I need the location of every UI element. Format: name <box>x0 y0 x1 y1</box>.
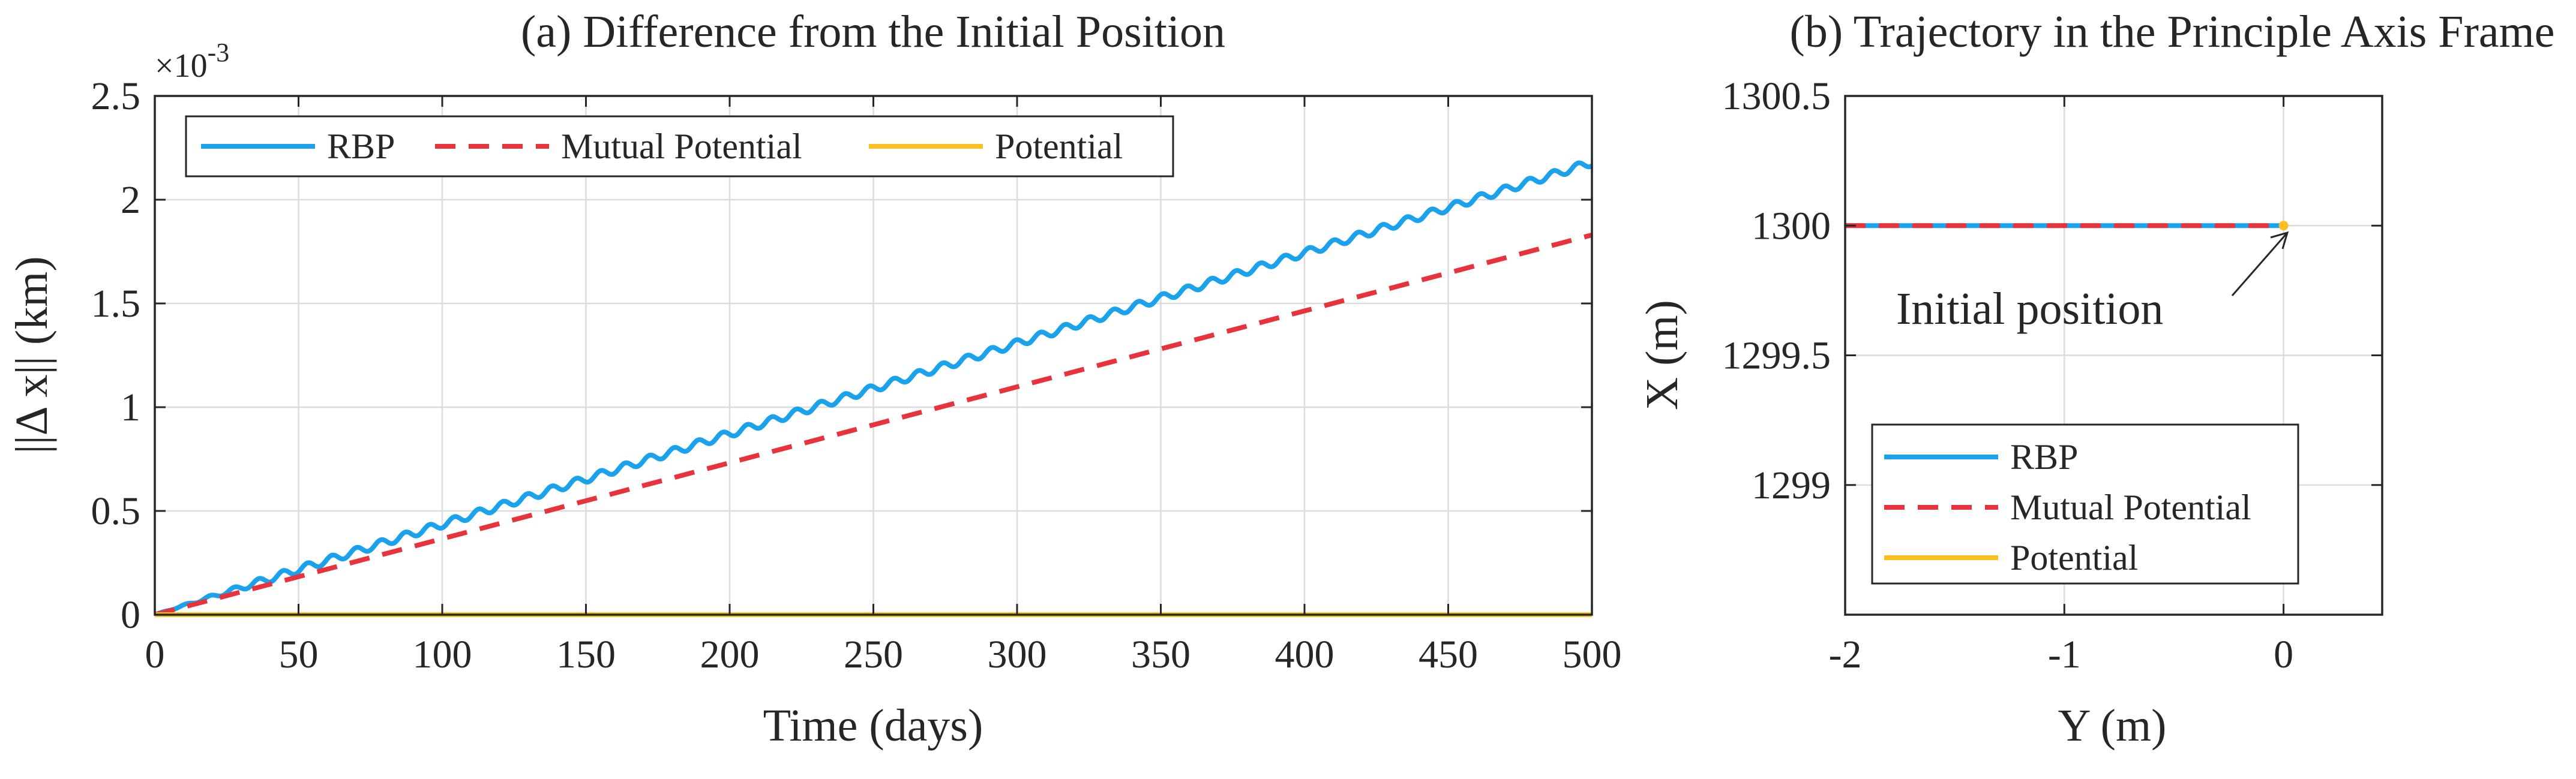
panel-a-x-tick-label: 500 <box>1563 633 1622 676</box>
panel-b-series <box>1845 221 2289 231</box>
panel-a-legend-label-rbp: RBP <box>327 127 395 166</box>
panel-a-y-axis-label: ||Δ x|| (km) <box>7 256 57 453</box>
panel-a-legend-box <box>185 115 1174 178</box>
panel-a-x-axis-label: Time (days) <box>763 700 983 751</box>
panel-b-y-axis-label: X (m) <box>1637 300 1687 410</box>
panel-a-series-mutual-potential <box>154 232 1593 617</box>
panel-a-title: (a) Difference from the Initial Position <box>521 7 1225 57</box>
panel-a-legend-label-mutual-potential: Mutual Potential <box>561 127 802 166</box>
panel-b-title: (b) Trajectory in the Principle Axis Fra… <box>1790 7 2555 57</box>
panel-a-series-rbp <box>153 160 1594 617</box>
panel-b-legend-label-mutual-potential: Mutual Potential <box>2010 488 2251 527</box>
panel-a-x-tick-label: 50 <box>279 633 319 676</box>
panel-a-x-tick-label: 100 <box>413 633 472 676</box>
panel-a-x-tick-label: 200 <box>700 633 760 676</box>
panel-b-legend-label-potential: Potential <box>2010 538 2138 578</box>
panel-b-y-tick-label: 1299 <box>1752 464 1831 507</box>
panel-a-x-tick-label: 250 <box>844 633 903 676</box>
panel-b-ticks: -2 -1 0 1299 1299.5 1300 1300.5 <box>1722 74 2382 676</box>
panel-b-legend-label-rbp: RBP <box>2010 437 2078 477</box>
panel-a-y-tick-label: 1 <box>121 386 140 429</box>
panel-b-annotation-arrow <box>2231 232 2289 296</box>
panel-a-ticks: 0 50 100 150 200 250 300 350 400 450 500 0 0.5 1 1.5 2 2… <box>91 74 1622 676</box>
panel-a-legend-label-potential: Potential <box>995 127 1123 166</box>
panel-b-x-axis-label: Y (m) <box>2058 700 2167 751</box>
panel-a-x-tick-label: 350 <box>1131 633 1190 676</box>
panel-b-legend: RBP Mutual Potential Potential <box>1871 423 2299 585</box>
panel-b-series-potential-point <box>2278 221 2289 231</box>
panel-a-y-tick-label: 1.5 <box>91 282 141 326</box>
panel-a-y-tick-label: 0 <box>121 593 140 637</box>
panel-a-y-tick-label: 2.5 <box>91 74 141 118</box>
panel-a-x-tick-label: 400 <box>1275 633 1335 676</box>
panel-a-difference-chart: (a) Difference from the Initial Position… <box>7 7 1622 751</box>
panel-a-x-tick-label: 450 <box>1419 633 1478 676</box>
panel-b-trajectory-chart: (b) Trajectory in the Principle Axis Fra… <box>1637 7 2554 751</box>
panel-a-y-multiplier: ×10-3 <box>155 38 229 85</box>
panel-b-y-tick-label: 1300 <box>1752 204 1831 248</box>
panel-b-y-tick-label: 1299.5 <box>1722 334 1831 378</box>
panel-a-x-tick-label: 0 <box>145 633 165 676</box>
panel-a-y-tick-label: 2 <box>121 178 140 222</box>
panel-b-annotation-text: Initial position <box>1896 284 2163 334</box>
panel-a-y-tick-label: 0.5 <box>91 489 141 533</box>
panel-b-x-tick-label: -1 <box>2048 633 2081 676</box>
panel-a-legend: RBP Mutual Potential Potential <box>185 115 1174 178</box>
panel-b-y-tick-label: 1300.5 <box>1722 74 1831 118</box>
panel-a-x-tick-label: 300 <box>988 633 1047 676</box>
panel-b-annotation-arrowhead <box>2270 231 2289 249</box>
panel-b-x-tick-label: -2 <box>1829 633 1862 676</box>
panel-b-annotation: Initial position <box>1896 231 2289 334</box>
panel-b-x-tick-label: 0 <box>2274 633 2293 676</box>
panel-a-x-tick-label: 150 <box>556 633 616 676</box>
